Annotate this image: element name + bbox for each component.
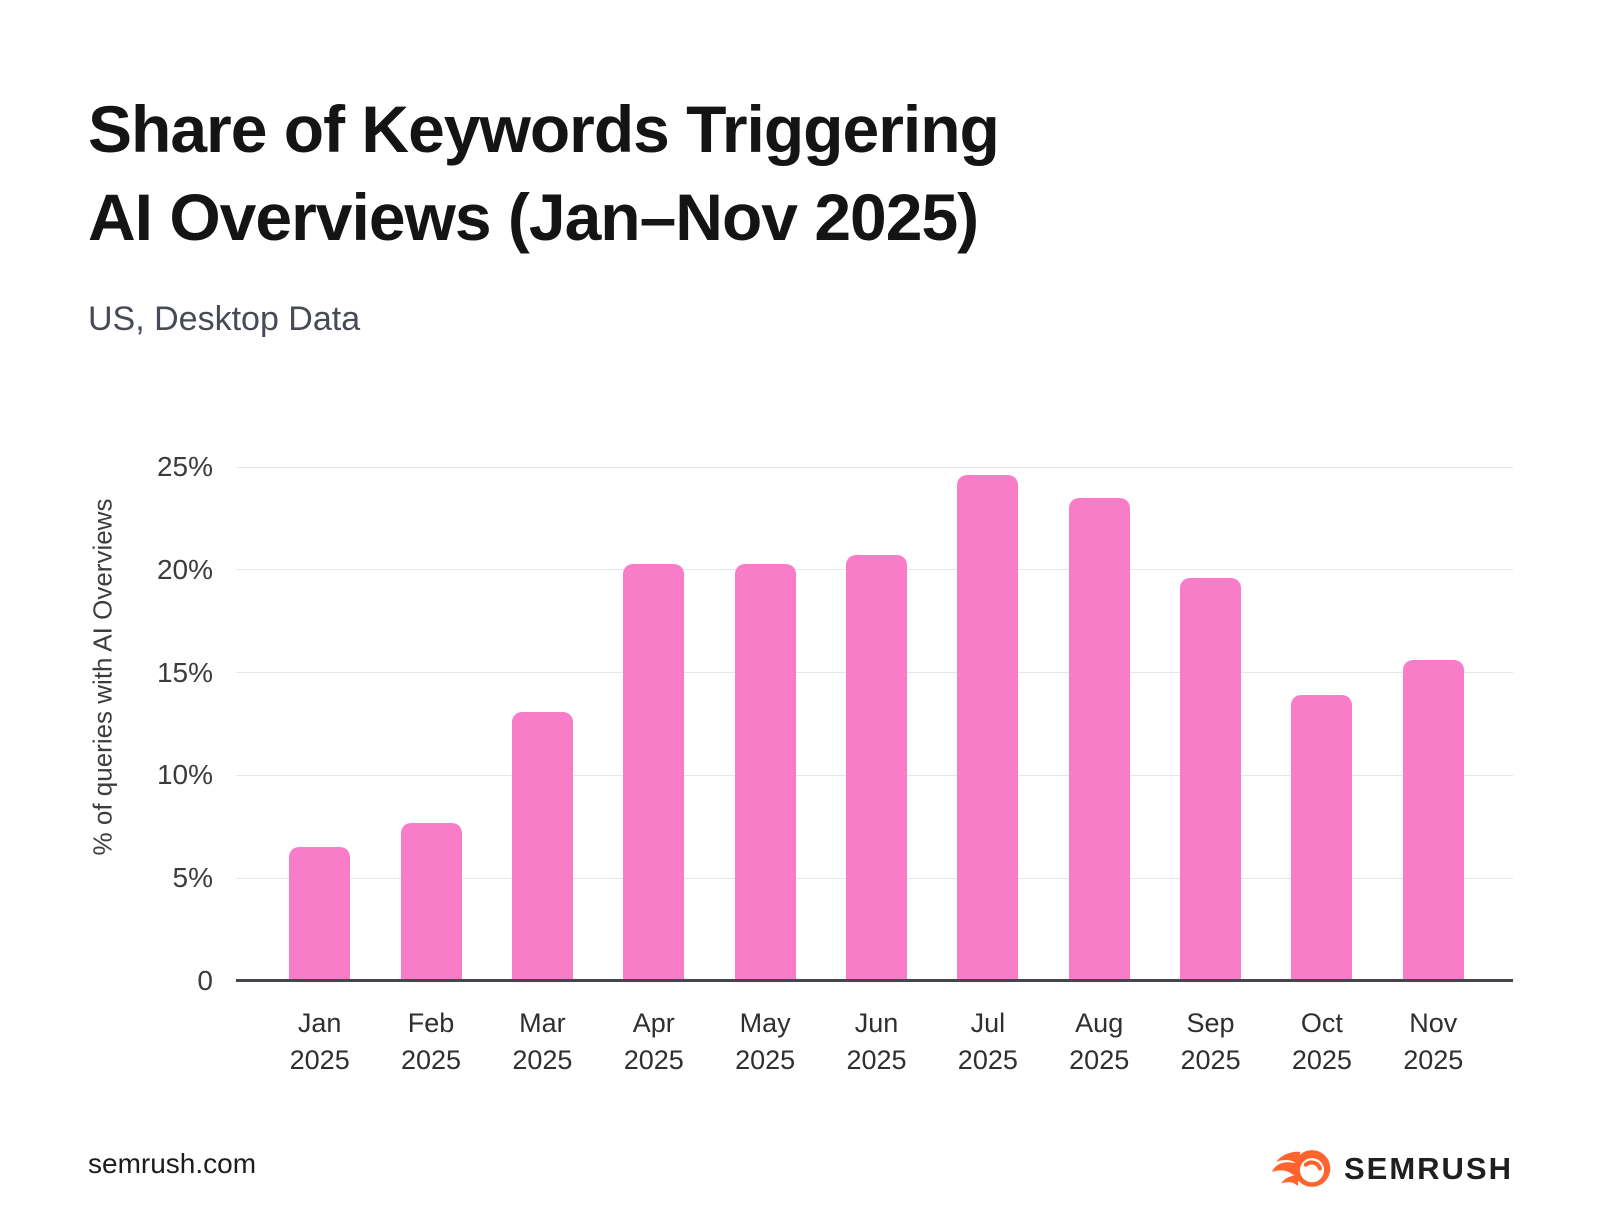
bar-slot — [487, 467, 598, 981]
x-tick-label: Nov 2025 — [1403, 1008, 1464, 1076]
y-tick-label: 0 — [197, 965, 213, 996]
bar-mar-2025 — [511, 711, 573, 981]
x-axis-tick-labels: Jan 2025 Feb 2025 Mar 2025 Apr 2025 May 2025… — [264, 1005, 1489, 1080]
semrush-logo: SEMRUSH — [1271, 1146, 1513, 1191]
bar-sep-2025 — [1180, 578, 1242, 981]
page-subtitle: US, Desktop Data — [88, 300, 361, 338]
x-label-slot: Jul 2025 — [932, 1005, 1043, 1080]
x-label-slot: Mar 2025 — [487, 1005, 598, 1080]
x-tick-label: Jun 2025 — [846, 1008, 907, 1076]
x-label-slot: Oct 2025 — [1266, 1005, 1377, 1080]
y-axis-tick-labels: 25% 20% 15% 10% 5% 0 — [0, 453, 213, 995]
y-tick-label: 15% — [156, 656, 213, 688]
x-tick-label: Aug 2025 — [1069, 1008, 1130, 1076]
bar-slot — [709, 467, 820, 981]
y-tick-label: 10% — [156, 759, 213, 791]
x-label-slot: Sep 2025 — [1155, 1005, 1266, 1080]
semrush-fireball-icon — [1271, 1150, 1331, 1187]
bar-nov-2025 — [1402, 660, 1464, 981]
bar-slot — [1378, 467, 1489, 981]
x-label-slot: Nov 2025 — [1378, 1005, 1489, 1080]
bar-slot — [375, 467, 486, 981]
plot-area — [236, 466, 1513, 982]
x-tick-label: May 2025 — [735, 1008, 796, 1076]
y-tick-label: 5% — [172, 862, 213, 894]
bar-slot — [1266, 467, 1377, 981]
x-tick-label: Jan 2025 — [289, 1008, 350, 1076]
x-tick-label: Jul 2025 — [957, 1008, 1018, 1076]
bar-jan-2025 — [289, 847, 351, 981]
x-label-slot: Aug 2025 — [1044, 1005, 1155, 1080]
bar-series — [264, 467, 1489, 981]
source-url: semrush.com — [88, 1148, 257, 1179]
bar-aug-2025 — [1068, 497, 1130, 981]
bar-jun-2025 — [845, 555, 907, 981]
x-tick-label: Feb 2025 — [401, 1008, 462, 1076]
y-tick-label: 20% — [156, 553, 213, 585]
x-axis-line — [236, 979, 1513, 982]
x-tick-label: Apr 2025 — [623, 1008, 684, 1076]
x-label-slot: May 2025 — [709, 1005, 820, 1080]
bar-slot — [821, 467, 932, 981]
bar-slot — [932, 467, 1043, 981]
bar-slot — [1044, 467, 1155, 981]
bar-slot — [598, 467, 709, 981]
bar-jul-2025 — [957, 475, 1019, 981]
page-title: Share of Keywords Triggering AI Overview… — [88, 92, 1000, 254]
x-tick-label: Sep 2025 — [1180, 1008, 1241, 1076]
semrush-logo-text: SEMRUSH — [1343, 1151, 1513, 1186]
bar-oct-2025 — [1291, 695, 1353, 981]
x-label-slot: Feb 2025 — [375, 1005, 486, 1080]
x-label-slot: Apr 2025 — [598, 1005, 709, 1080]
bar-slot — [264, 467, 375, 981]
gridline-25% — [236, 466, 1513, 468]
bar-slot — [1155, 467, 1266, 981]
x-label-slot: Jan 2025 — [264, 1005, 375, 1080]
bar-feb-2025 — [400, 822, 462, 981]
bar-may-2025 — [734, 563, 796, 981]
y-tick-label: 25% — [156, 451, 213, 482]
bar-apr-2025 — [623, 563, 685, 981]
x-tick-label: Mar 2025 — [512, 1008, 573, 1076]
x-label-slot: Jun 2025 — [821, 1005, 932, 1080]
x-tick-label: Oct 2025 — [1291, 1008, 1352, 1076]
